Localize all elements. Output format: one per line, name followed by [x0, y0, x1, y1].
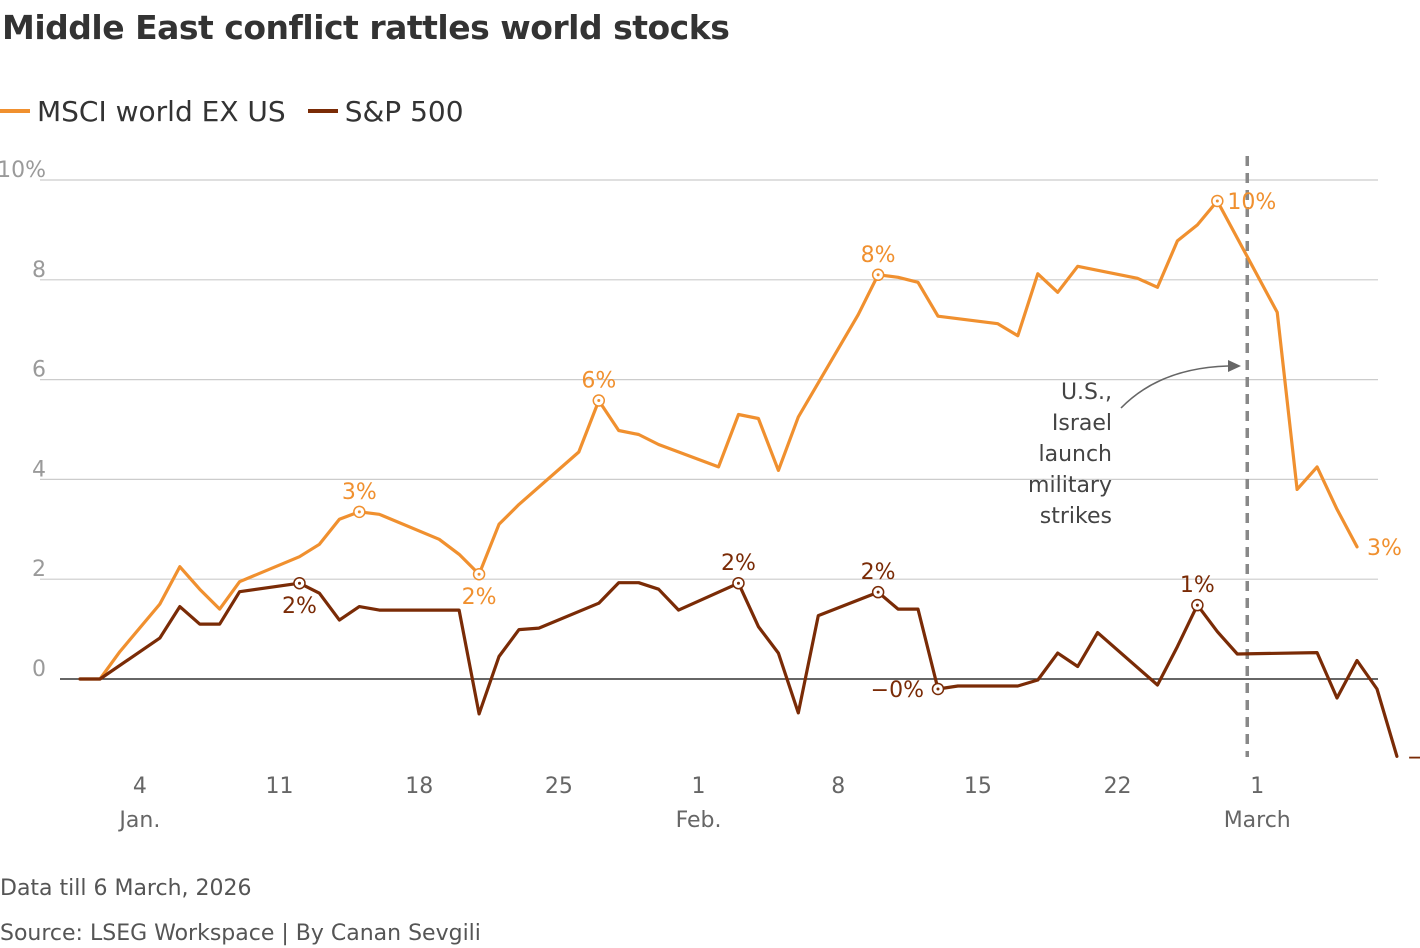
event-annotation-text: U.S.,	[1061, 380, 1112, 405]
point-marker-dot	[736, 581, 740, 585]
series-line-msci	[78, 199, 1359, 681]
x-tick-label: 15	[964, 774, 992, 799]
point-marker-dot	[477, 572, 481, 576]
data-label: 2%	[462, 585, 497, 610]
y-tick-label: 4	[32, 457, 46, 482]
point-marker-dot	[297, 581, 301, 585]
data-label: 6%	[581, 369, 616, 394]
x-tick-label: 22	[1104, 774, 1132, 799]
point-marker-dot	[357, 510, 361, 514]
chart-title: Middle East conflict rattles world stock…	[2, 8, 730, 47]
point-marker-dot	[936, 687, 940, 691]
legend-swatch-sp500	[307, 109, 338, 113]
legend-swatch-msci	[0, 109, 30, 113]
legend-item-sp500: S&P 500	[307, 94, 464, 128]
line-chart: 0 2 4 6 8 10% 4 Jan. 11 18 25 1 Feb. 8 15 22 1 March U.S.…	[0, 156, 1420, 833]
data-label: 8%	[861, 243, 896, 268]
data-label: 3%	[1367, 536, 1402, 561]
data-note: Data till 6 March, 2026	[0, 876, 252, 901]
event-layer: U.S., Israel launch military strikes	[1028, 156, 1250, 757]
event-annotation-text: Israel	[1052, 411, 1112, 436]
point-marker-dot	[1215, 199, 1219, 203]
y-tick-label: 2	[32, 557, 46, 582]
series-line-sp500	[78, 581, 1399, 758]
data-label: 2%	[861, 560, 896, 585]
point-marker-dot	[876, 590, 880, 594]
legend: MSCI world EX US S&P 500	[0, 93, 486, 129]
x-tick-label: 25	[545, 774, 573, 799]
event-annotation-text: launch	[1038, 442, 1112, 467]
data-label: 2%	[282, 594, 317, 619]
data-label: 10%	[1227, 190, 1276, 215]
x-month-label: Feb.	[676, 808, 722, 833]
y-tick-label: 10%	[0, 158, 46, 183]
x-tick-label: 18	[405, 774, 433, 799]
series-layer	[78, 199, 1399, 758]
data-label: 2%	[721, 551, 756, 576]
point-marker-dot	[1195, 603, 1199, 607]
x-month-label: Jan.	[117, 808, 160, 833]
event-annotation-text: strikes	[1040, 504, 1112, 529]
data-label: −2%	[1407, 745, 1420, 770]
data-label: 1%	[1180, 573, 1215, 598]
data-label: −0%	[871, 678, 924, 703]
legend-label-sp500: S&P 500	[344, 94, 464, 128]
annotation-layer: 3% 2% 6% 8% 10% 3% 2% 2% 2% −0% 1% −2%	[282, 190, 1420, 770]
x-tick-label: 8	[831, 774, 845, 799]
y-tick-label: 6	[32, 358, 46, 383]
axis-layer: 0 2 4 6 8 10% 4 Jan. 11 18 25 1 Feb. 8 15 22 1 March	[0, 158, 1291, 833]
legend-label-msci: MSCI world EX US	[37, 94, 286, 128]
grid-layer	[40, 179, 1378, 680]
event-annotation-arrow	[1120, 365, 1229, 409]
y-tick-label: 8	[32, 258, 46, 283]
x-tick-label: 4	[133, 774, 147, 799]
point-marker-dot	[876, 273, 880, 277]
point-marker-dot	[597, 399, 601, 403]
data-label: 3%	[342, 480, 377, 505]
event-annotation-text: military	[1028, 473, 1112, 498]
x-tick-label: 1	[692, 774, 706, 799]
y-tick-label: 0	[32, 657, 46, 682]
x-tick-label: 1	[1250, 774, 1264, 799]
x-tick-label: 11	[266, 774, 294, 799]
event-arrow-head	[1228, 360, 1241, 372]
legend-item-msci: MSCI world EX US	[0, 95, 286, 128]
x-month-label: March	[1224, 808, 1291, 833]
source-credit: Source: LSEG Workspace | By Canan Sevgil…	[0, 921, 481, 946]
